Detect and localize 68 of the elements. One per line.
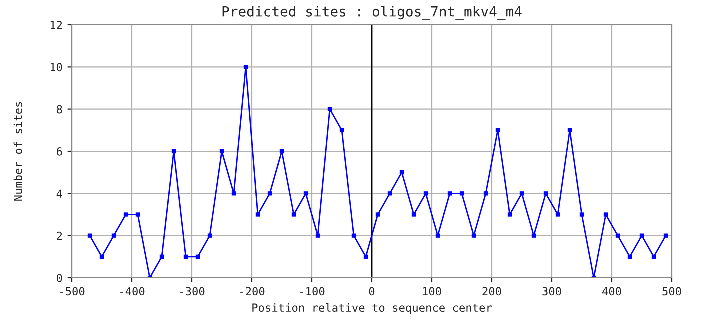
point [616, 234, 620, 238]
point [328, 107, 332, 112]
point [628, 254, 632, 259]
point [388, 192, 392, 196]
point [508, 212, 512, 217]
point [196, 254, 200, 259]
x-tick-label: 0 [369, 287, 375, 296]
point [532, 234, 536, 238]
point [352, 234, 356, 238]
x-tick-label: 400 [602, 287, 622, 296]
point [292, 212, 296, 217]
point [340, 128, 344, 132]
y-tick-label: 2 [57, 232, 62, 240]
y-tick-label: 12 [50, 21, 62, 30]
point [280, 149, 284, 154]
point [100, 254, 104, 259]
x-tick-label: 300 [542, 287, 562, 296]
point [640, 234, 644, 238]
point [556, 212, 560, 217]
point [316, 234, 320, 238]
point [580, 212, 584, 217]
point [412, 212, 416, 217]
point [424, 192, 428, 196]
y-tick-label: 0 [57, 274, 62, 282]
point [268, 192, 272, 196]
point [208, 234, 212, 238]
point [232, 192, 236, 196]
point [544, 192, 548, 196]
point [484, 192, 488, 196]
point [448, 192, 452, 196]
point [652, 254, 656, 259]
point [364, 254, 368, 259]
point [172, 149, 176, 154]
y-tick-label: 8 [56, 105, 62, 114]
x-tick-label: 100 [423, 287, 442, 296]
point [568, 128, 572, 132]
point [436, 234, 440, 238]
point [376, 212, 380, 217]
point [184, 254, 188, 259]
point [496, 128, 500, 132]
x-tick-label: -500 [60, 287, 85, 296]
x-tick-label: -400 [120, 287, 145, 296]
point [304, 192, 308, 196]
x-tick-label: -300 [180, 287, 205, 296]
point [460, 192, 464, 196]
y-tick-label: 6 [57, 148, 62, 156]
point [88, 234, 92, 238]
x-tick-label: -200 [240, 287, 265, 296]
chart-title: Predicted sites : oligos_7nt_mkv4_m4 [222, 6, 522, 20]
x-tick-label: -100 [300, 287, 325, 296]
point [160, 254, 164, 259]
point [400, 170, 404, 175]
x-axis-title: Position relative to sequence center [252, 303, 492, 314]
y-tick-label: 10 [50, 63, 62, 72]
point [244, 65, 248, 70]
point [220, 149, 224, 154]
point [136, 212, 140, 217]
point [520, 192, 524, 196]
point [472, 234, 476, 238]
x-tick-label: 200 [482, 287, 502, 296]
point [604, 212, 608, 217]
y-tick-label: 4 [56, 190, 62, 198]
y-axis-title: Number of sites [14, 102, 22, 201]
point [124, 212, 128, 217]
x-tick-label: 500 [662, 287, 682, 296]
point [664, 234, 668, 238]
point [112, 234, 116, 238]
point [256, 212, 260, 217]
